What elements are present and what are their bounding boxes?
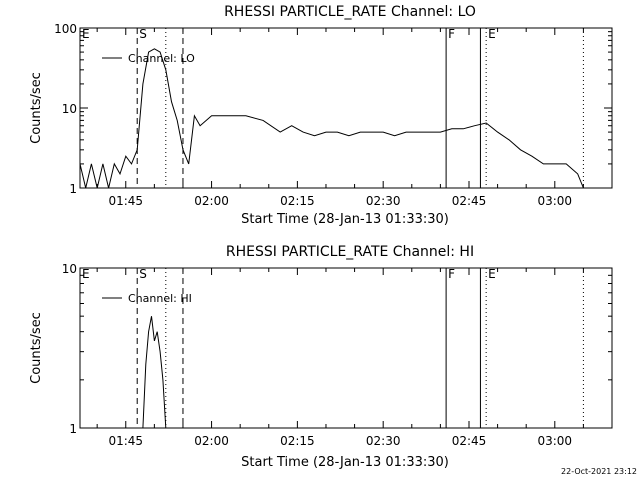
marker-label: F xyxy=(448,27,455,41)
y-tick-label: 10 xyxy=(62,262,77,276)
y-axis-label: Counts/sec xyxy=(29,312,44,384)
marker-label: S xyxy=(139,267,147,281)
y-tick-label: 100 xyxy=(54,22,77,36)
chart-title: RHESSI PARTICLE_RATE Channel: LO xyxy=(224,4,476,20)
marker-label: F xyxy=(448,267,455,281)
x-tick-label: 02:15 xyxy=(280,194,315,208)
marker-label: E xyxy=(488,27,496,41)
x-tick-label: 03:00 xyxy=(537,434,572,448)
plot-frame xyxy=(79,267,613,429)
x-tick-label: 01:45 xyxy=(108,434,143,448)
marker-label: E xyxy=(82,267,90,281)
y-axis-label: Counts/sec xyxy=(29,72,44,144)
x-tick-label: 02:30 xyxy=(366,434,401,448)
chart-title: RHESSI PARTICLE_RATE Channel: HI xyxy=(226,244,474,260)
x-tick-label: 03:00 xyxy=(537,194,572,208)
marker-label: E xyxy=(82,27,90,41)
y-tick-label: 1 xyxy=(69,182,77,196)
marker-label: E xyxy=(488,267,496,281)
series-line xyxy=(142,316,167,429)
y-tick-label: 10 xyxy=(62,102,77,116)
footer-timestamp: 22-Oct-2021 23:12 xyxy=(561,467,637,476)
x-tick-label: 02:15 xyxy=(280,434,315,448)
y-tick-label: 1 xyxy=(69,422,77,436)
x-axis-label: Start Time (28-Jan-13 01:33:30) xyxy=(241,455,449,470)
x-axis-label: Start Time (28-Jan-13 01:33:30) xyxy=(241,212,449,227)
x-tick-label: 02:00 xyxy=(194,194,229,208)
panel-lo: RHESSI PARTICLE_RATE Channel: LO Start T… xyxy=(29,4,613,227)
marker-label: S xyxy=(139,27,147,41)
legend-label: Channel: HI xyxy=(128,292,192,305)
x-tick-label: 02:00 xyxy=(194,434,229,448)
x-tick-label: 02:45 xyxy=(452,194,487,208)
x-tick-label: 01:45 xyxy=(108,194,143,208)
series-line xyxy=(79,48,584,189)
legend-label: Channel: LO xyxy=(128,52,195,65)
panel-hi: RHESSI PARTICLE_RATE Channel: HI Start T… xyxy=(29,244,613,470)
x-tick-label: 02:30 xyxy=(366,194,401,208)
x-tick-label: 02:45 xyxy=(452,434,487,448)
